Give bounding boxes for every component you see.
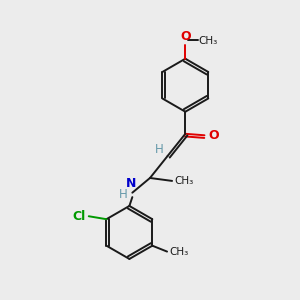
Text: N: N [126, 177, 136, 190]
Text: CH₃: CH₃ [174, 176, 194, 186]
Text: CH₃: CH₃ [199, 36, 218, 46]
Text: Cl: Cl [73, 210, 86, 223]
Text: H: H [155, 143, 164, 156]
Text: O: O [208, 129, 219, 142]
Text: CH₃: CH₃ [169, 247, 189, 256]
Text: H: H [119, 188, 128, 201]
Text: O: O [180, 30, 190, 44]
